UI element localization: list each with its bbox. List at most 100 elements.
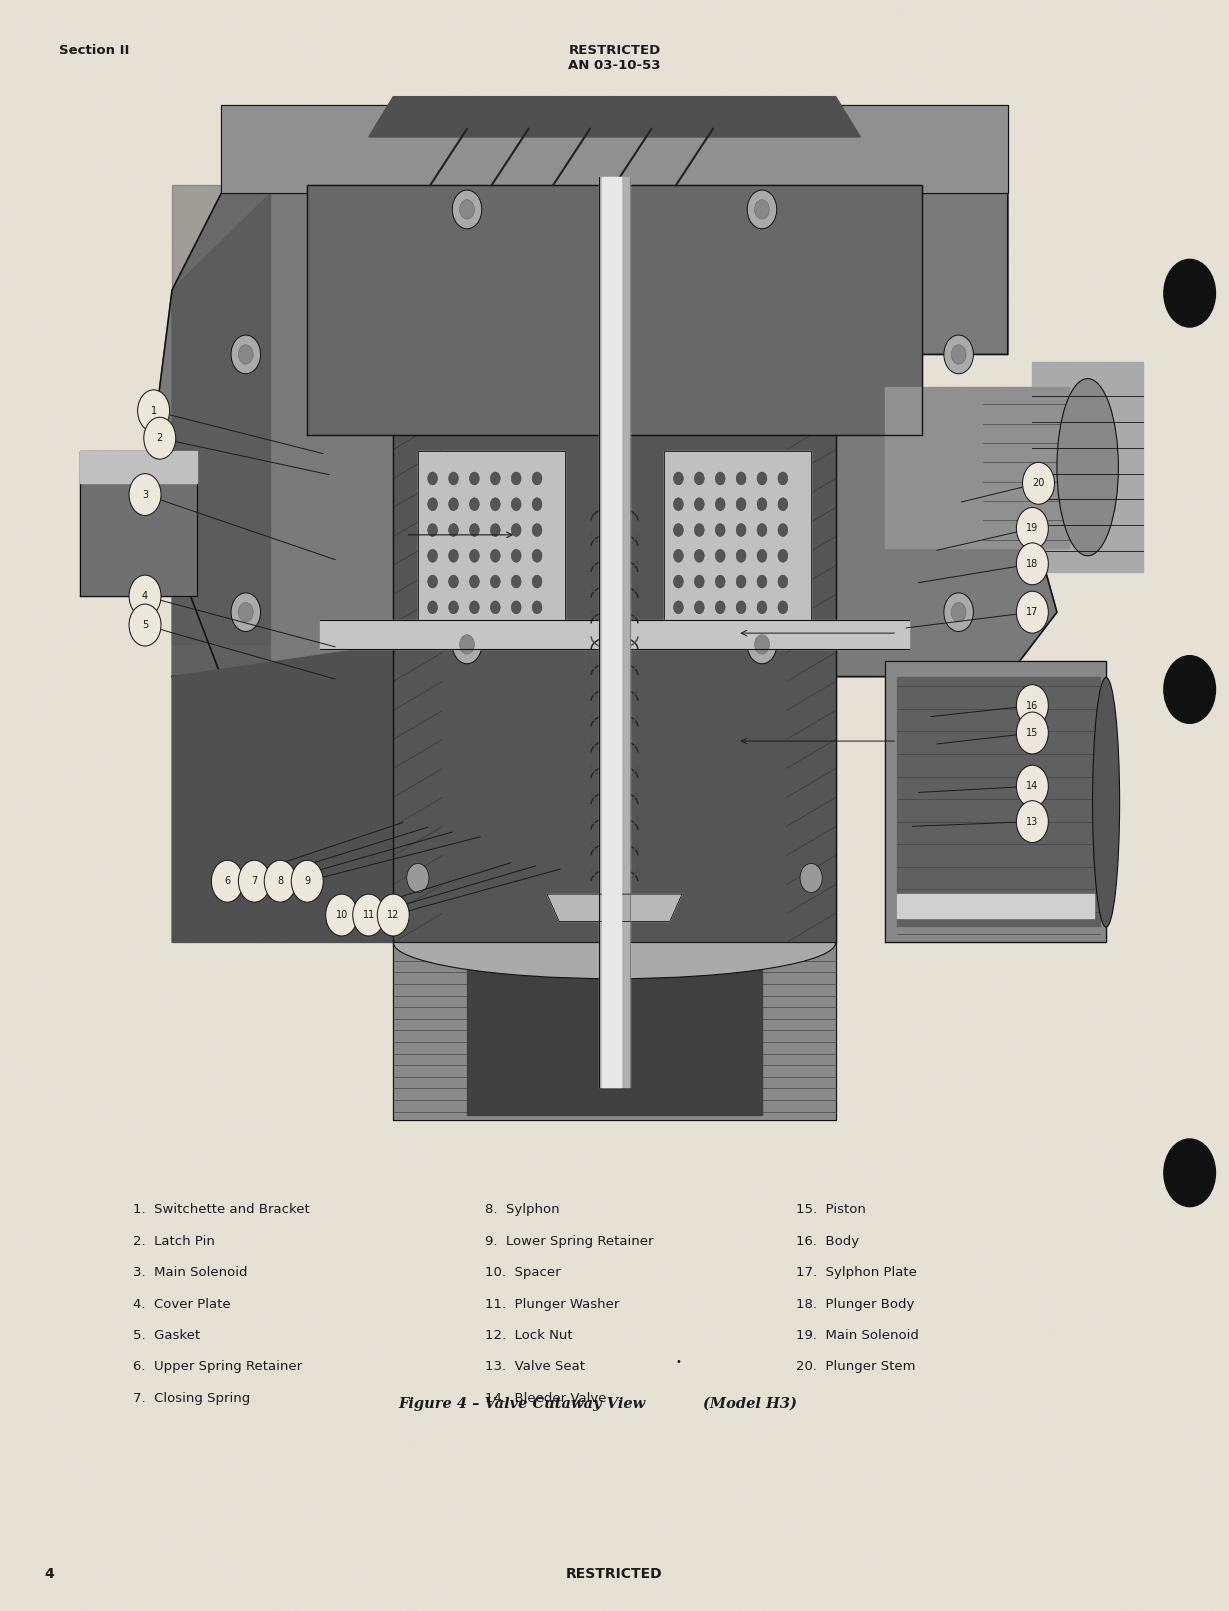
Polygon shape xyxy=(393,435,836,942)
Text: 18: 18 xyxy=(1026,559,1039,569)
Circle shape xyxy=(407,863,429,892)
Circle shape xyxy=(1164,259,1215,327)
Circle shape xyxy=(757,549,767,562)
Text: 7: 7 xyxy=(251,876,258,886)
Circle shape xyxy=(673,549,683,562)
Circle shape xyxy=(452,190,482,229)
Circle shape xyxy=(715,524,725,536)
Circle shape xyxy=(129,575,161,617)
Polygon shape xyxy=(885,661,1106,942)
Text: 15: 15 xyxy=(1026,728,1039,738)
Circle shape xyxy=(715,601,725,614)
Circle shape xyxy=(469,524,479,536)
Text: 14.  Bleeder Valve: 14. Bleeder Valve xyxy=(485,1392,607,1405)
Circle shape xyxy=(715,575,725,588)
Circle shape xyxy=(715,498,725,511)
Polygon shape xyxy=(172,185,270,644)
Circle shape xyxy=(532,498,542,511)
Circle shape xyxy=(326,894,358,936)
Circle shape xyxy=(449,575,458,588)
Circle shape xyxy=(511,498,521,511)
Circle shape xyxy=(211,860,243,902)
Circle shape xyxy=(694,549,704,562)
Circle shape xyxy=(694,575,704,588)
Circle shape xyxy=(778,549,788,562)
Text: AN 03-10-53: AN 03-10-53 xyxy=(568,58,661,72)
Circle shape xyxy=(800,863,822,892)
Circle shape xyxy=(778,498,788,511)
Text: 19.  Main Solenoid: 19. Main Solenoid xyxy=(796,1329,919,1342)
Text: Section II: Section II xyxy=(59,43,129,58)
Text: 3.  Main Solenoid: 3. Main Solenoid xyxy=(133,1266,247,1279)
Ellipse shape xyxy=(1093,677,1120,928)
Circle shape xyxy=(1016,801,1048,843)
Text: 11: 11 xyxy=(363,910,375,920)
Circle shape xyxy=(736,524,746,536)
Circle shape xyxy=(138,390,170,432)
Polygon shape xyxy=(320,620,909,649)
Circle shape xyxy=(673,601,683,614)
Circle shape xyxy=(460,200,474,219)
Circle shape xyxy=(144,417,176,459)
Circle shape xyxy=(129,604,161,646)
Text: 1.  Switchette and Bracket: 1. Switchette and Bracket xyxy=(133,1203,310,1216)
Polygon shape xyxy=(602,177,621,1087)
Text: 2: 2 xyxy=(156,433,163,443)
Circle shape xyxy=(715,549,725,562)
Text: 4: 4 xyxy=(143,591,147,601)
Circle shape xyxy=(1016,507,1048,549)
Text: 12: 12 xyxy=(387,910,399,920)
Text: 7.  Closing Spring: 7. Closing Spring xyxy=(133,1392,249,1405)
Text: 15.  Piston: 15. Piston xyxy=(796,1203,866,1216)
Circle shape xyxy=(673,498,683,511)
Circle shape xyxy=(511,601,521,614)
Circle shape xyxy=(490,472,500,485)
Text: 4: 4 xyxy=(44,1568,54,1580)
Text: 6.  Upper Spring Retainer: 6. Upper Spring Retainer xyxy=(133,1360,302,1374)
Polygon shape xyxy=(307,185,922,435)
Circle shape xyxy=(469,472,479,485)
Text: •: • xyxy=(676,1356,682,1368)
Polygon shape xyxy=(80,451,197,596)
Polygon shape xyxy=(599,177,630,1087)
Circle shape xyxy=(944,593,973,632)
Circle shape xyxy=(778,575,788,588)
Circle shape xyxy=(757,472,767,485)
Text: 3: 3 xyxy=(143,490,147,499)
Text: 20.  Plunger Stem: 20. Plunger Stem xyxy=(796,1360,916,1374)
Ellipse shape xyxy=(1057,379,1118,556)
Text: 17: 17 xyxy=(1026,607,1039,617)
Circle shape xyxy=(1023,462,1054,504)
Circle shape xyxy=(428,524,438,536)
Circle shape xyxy=(603,904,626,933)
Circle shape xyxy=(694,472,704,485)
Text: 20: 20 xyxy=(1032,478,1045,488)
Circle shape xyxy=(238,860,270,902)
Circle shape xyxy=(428,601,438,614)
Circle shape xyxy=(238,345,253,364)
Circle shape xyxy=(694,601,704,614)
Circle shape xyxy=(449,549,458,562)
Circle shape xyxy=(673,575,683,588)
Circle shape xyxy=(778,472,788,485)
Text: 5: 5 xyxy=(141,620,149,630)
Circle shape xyxy=(1164,1139,1215,1207)
Circle shape xyxy=(469,498,479,511)
Circle shape xyxy=(1016,685,1048,727)
Text: 9.  Lower Spring Retainer: 9. Lower Spring Retainer xyxy=(485,1234,654,1249)
Circle shape xyxy=(452,625,482,664)
Polygon shape xyxy=(467,947,762,1115)
Circle shape xyxy=(1016,712,1048,754)
Circle shape xyxy=(673,472,683,485)
Circle shape xyxy=(353,894,385,936)
Text: 8: 8 xyxy=(278,876,283,886)
Circle shape xyxy=(428,575,438,588)
Circle shape xyxy=(449,472,458,485)
Circle shape xyxy=(428,472,438,485)
Text: 2.  Latch Pin: 2. Latch Pin xyxy=(133,1234,215,1249)
Polygon shape xyxy=(664,451,811,620)
Polygon shape xyxy=(885,387,1069,548)
Circle shape xyxy=(449,601,458,614)
Circle shape xyxy=(428,549,438,562)
Circle shape xyxy=(1016,591,1048,633)
